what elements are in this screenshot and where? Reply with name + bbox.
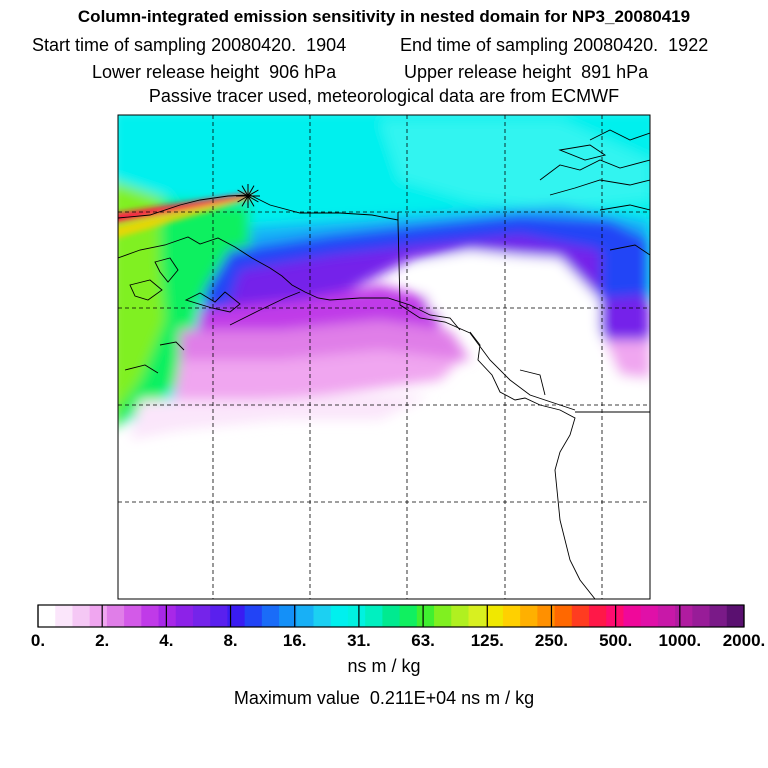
colorbar-cell (244, 605, 263, 627)
release-marker-ray (237, 189, 259, 203)
colorbar-units: ns m / kg (347, 656, 421, 676)
colorbar-cell (675, 605, 693, 627)
colorbar (38, 605, 745, 627)
colorbar-tick-label: 31. (347, 631, 371, 650)
field-region (420, 252, 650, 420)
colorbar-cell (72, 605, 91, 627)
colorbar-cell (89, 605, 108, 627)
colorbar-cell (175, 605, 194, 627)
field-region (130, 395, 430, 440)
coastline (539, 159, 650, 181)
colorbar-cell (227, 605, 246, 627)
colorbar-tick-label: 8. (223, 631, 238, 650)
coastline (229, 291, 301, 326)
colorbar-cell (692, 605, 711, 627)
colorbar-cell (554, 605, 573, 627)
coastline (184, 291, 241, 313)
coastline (154, 257, 179, 283)
coastline (558, 144, 607, 161)
colorbar-cell (468, 605, 487, 627)
colorbar-cell (399, 605, 418, 627)
colorbar-cell (365, 605, 383, 627)
colorbar-cell (709, 605, 728, 627)
colorbar-cell (38, 605, 56, 627)
coastline (549, 179, 650, 196)
colorbar-cell (313, 605, 332, 627)
colorbar-tick-label: 2000. (722, 631, 766, 650)
colorbar-cell (124, 605, 142, 627)
coastline (124, 364, 159, 374)
coastline (609, 244, 650, 256)
colorbar-tick-label: 16. (282, 631, 307, 650)
colorbar-cell (330, 605, 349, 627)
coastline (599, 204, 650, 211)
colorbar-cell (296, 605, 315, 627)
colorbar-tick-label: 500. (599, 631, 633, 650)
colorbar-cell (640, 605, 659, 627)
tracer-note: Passive tracer used, meteorological data… (148, 86, 620, 106)
colorbar-cell (589, 605, 607, 627)
colorbar-cell (192, 605, 211, 627)
coastline (469, 332, 576, 411)
coastline (469, 331, 596, 599)
field-region (220, 235, 600, 350)
map-frame (117, 114, 651, 600)
coastline (399, 304, 471, 334)
plume-outer (118, 192, 252, 238)
colorbar-cell (382, 605, 401, 627)
coastline (589, 129, 650, 141)
colorbar-tick-label: 63. (411, 631, 435, 650)
colorbar-cell (571, 605, 590, 627)
release-point-marker (236, 184, 260, 208)
colorbar-cell (485, 605, 504, 627)
maximum-value-label: Maximum value 0.211E+04 ns m / kg (233, 688, 535, 708)
coastline (118, 236, 461, 331)
colorbar-tick-label: 4. (159, 631, 174, 650)
field-region (118, 200, 250, 418)
colorbar-cell (279, 605, 297, 627)
colorbar-cell (141, 605, 160, 627)
colorbar-cell (55, 605, 73, 627)
colorbar-cell (520, 605, 538, 627)
colorbar-cell (657, 605, 676, 627)
colorbar-cell (261, 605, 280, 627)
colorbar-tick-label: 0. (30, 631, 46, 650)
colorbar-cell (537, 605, 556, 627)
colorbar-cell (726, 605, 745, 627)
colorbar-tick-label: 250. (534, 631, 568, 650)
colorbar-cell (210, 605, 228, 627)
colorbar-cell (416, 605, 435, 627)
colorbar-cell (502, 605, 521, 627)
colorbar-cell (347, 605, 366, 627)
lower-release-label: Lower release height 906 hPa (92, 62, 337, 82)
colorbar-cell (623, 605, 642, 627)
upper-release-label: Upper release height 891 hPa (404, 62, 649, 82)
map-title: Column-integrated emission sensitivity i… (77, 7, 691, 26)
colorbar-cell (106, 605, 125, 627)
coastline (129, 279, 163, 301)
colorbar-cell (451, 605, 469, 627)
coastline (519, 369, 546, 396)
sensitivity-field (118, 115, 650, 599)
field-region (380, 120, 650, 210)
start-time-label: Start time of sampling 20080420. 1904 (32, 35, 347, 55)
colorbar-tick-label: 125. (470, 631, 504, 650)
colorbar-tick-label: 1000. (658, 631, 702, 650)
colorbar-tick-label: 2. (95, 631, 110, 650)
end-time-label: End time of sampling 20080420. 1922 (400, 35, 709, 55)
field-region (600, 340, 650, 385)
coastline (159, 341, 185, 351)
colorbar-cell (158, 605, 177, 627)
colorbar-cell (434, 605, 452, 627)
